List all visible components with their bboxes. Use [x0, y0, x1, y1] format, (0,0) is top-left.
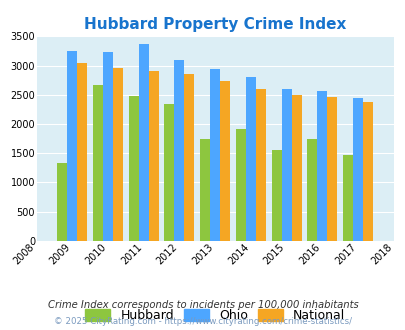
Bar	[103, 52, 113, 241]
Bar	[184, 74, 194, 241]
Bar	[326, 96, 337, 241]
Text: © 2025 CityRating.com - https://www.cityrating.com/crime-statistics/: © 2025 CityRating.com - https://www.city…	[54, 317, 351, 326]
Legend: Hubbard, Ohio, National: Hubbard, Ohio, National	[85, 309, 344, 322]
Bar	[139, 45, 148, 241]
Bar	[281, 89, 291, 241]
Bar	[271, 150, 281, 241]
Bar	[245, 77, 255, 241]
Bar	[200, 139, 210, 241]
Bar	[148, 71, 158, 241]
Bar	[67, 51, 77, 241]
Bar	[291, 95, 301, 241]
Bar	[113, 68, 123, 241]
Bar	[362, 102, 372, 241]
Title: Hubbard Property Crime Index: Hubbard Property Crime Index	[84, 17, 345, 32]
Bar	[210, 69, 220, 241]
Bar	[77, 63, 87, 241]
Bar	[235, 129, 245, 241]
Bar	[342, 155, 352, 241]
Bar	[128, 96, 139, 241]
Bar	[220, 81, 230, 241]
Bar	[255, 89, 265, 241]
Bar	[164, 104, 174, 241]
Bar	[307, 139, 317, 241]
Bar	[174, 60, 184, 241]
Bar	[317, 91, 326, 241]
Bar	[57, 163, 67, 241]
Bar	[93, 85, 103, 241]
Bar	[352, 98, 362, 241]
Text: Crime Index corresponds to incidents per 100,000 inhabitants: Crime Index corresponds to incidents per…	[47, 300, 358, 310]
